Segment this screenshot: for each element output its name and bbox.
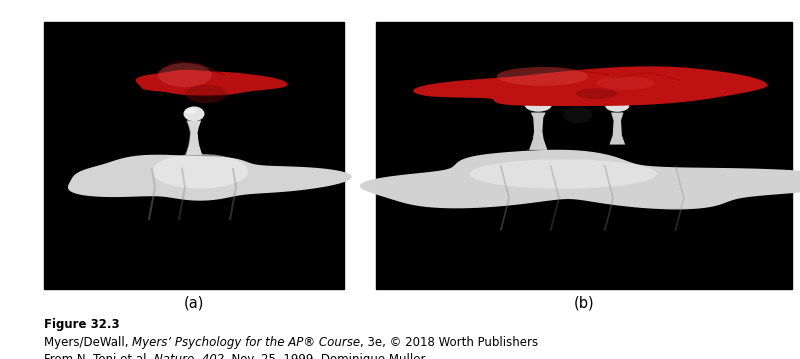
Polygon shape [135,70,287,95]
Ellipse shape [528,100,540,105]
Ellipse shape [525,98,552,112]
Ellipse shape [606,100,630,112]
Ellipse shape [185,84,227,103]
Ellipse shape [576,88,618,99]
Ellipse shape [497,67,588,86]
Ellipse shape [158,63,212,87]
Text: (b): (b) [574,296,594,311]
Text: Myers/DeWall,: Myers/DeWall, [0,358,1,359]
Polygon shape [186,121,202,155]
Polygon shape [360,150,800,209]
Ellipse shape [183,107,205,121]
Polygon shape [610,112,625,145]
Ellipse shape [597,76,654,90]
Bar [44,22,344,289]
Ellipse shape [186,108,196,114]
Text: Myers/DeWall,: Myers/DeWall, [44,336,132,349]
Text: Myers’ Psychology for the AP® Course: Myers’ Psychology for the AP® Course [132,336,360,349]
Text: From N. Toni et al,: From N. Toni et al, [44,353,154,359]
Text: , 3e, © 2018 Worth Publishers: , 3e, © 2018 Worth Publishers [360,336,538,349]
Ellipse shape [609,101,619,106]
Polygon shape [68,155,352,201]
Text: Myers/DeWall, Myers’ Psychology for the AP® Course, 3e, © 2018 Worth Publishers: Myers/DeWall, Myers’ Psychology for the … [0,358,1,359]
Ellipse shape [470,159,657,189]
Text: Figure 32.3: Figure 32.3 [44,318,120,331]
Text: Nature, 402: Nature, 402 [154,353,224,359]
Polygon shape [529,112,547,150]
Text: (a): (a) [184,296,205,311]
Ellipse shape [563,107,592,123]
Polygon shape [413,66,767,106]
Bar [376,22,792,289]
Ellipse shape [152,154,248,189]
Text: , Nov. 25, 1999. Dominique Muller: , Nov. 25, 1999. Dominique Muller [224,353,426,359]
